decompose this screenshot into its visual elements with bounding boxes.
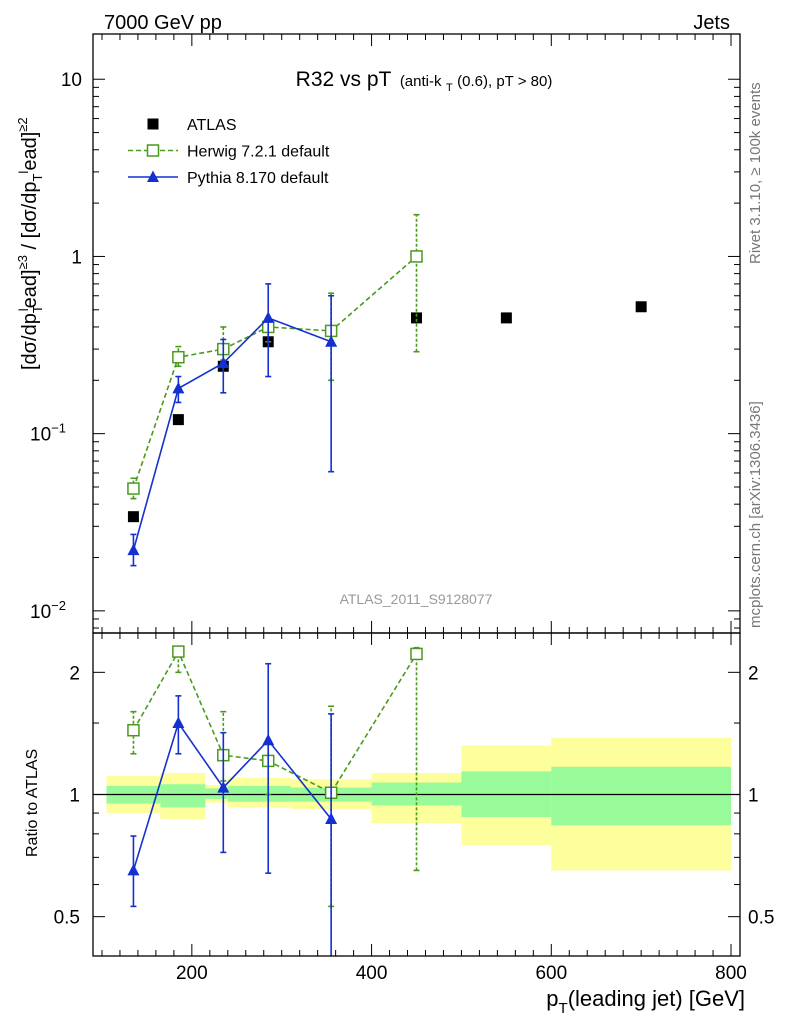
main-panel-marks xyxy=(127,213,647,567)
legend-label: ATLAS xyxy=(187,117,237,134)
legend-marker xyxy=(147,118,159,130)
ratio-herwig-point xyxy=(410,647,423,661)
ratio-pythia-point xyxy=(217,781,230,793)
main-pythia-point xyxy=(325,335,338,347)
main-y-tick-label: 1 xyxy=(71,247,82,268)
main-pythia-line xyxy=(132,316,332,551)
main-pythia-point xyxy=(217,356,230,369)
ratio-herwig-point xyxy=(127,723,140,737)
process-label: Jets xyxy=(693,12,730,34)
ratio-y-tick-label: 0.5 xyxy=(54,908,80,929)
main-atlas-point xyxy=(635,301,647,313)
main-atlas-point xyxy=(172,414,184,426)
main-y-tick-label: 10 xyxy=(61,70,82,91)
main-panel-axes: 10−2 10−1 1 10 xyxy=(30,34,740,633)
ratio-pythia-point xyxy=(172,716,185,729)
ratio-band-inner xyxy=(227,785,246,802)
main-pythia-point xyxy=(172,381,185,394)
ratio-panel-bands xyxy=(93,737,740,871)
legend-label: Herwig 7.2.1 default xyxy=(187,144,330,161)
legend-label: Pythia 8.170 default xyxy=(187,170,329,187)
ratio-y-tick-label: 0.5 xyxy=(748,908,774,929)
ratio-y-tick-label: 1 xyxy=(748,786,759,807)
ratio-herwig-point xyxy=(172,645,185,658)
legend-marker xyxy=(147,170,159,182)
main-y-tick-label: 10−1 xyxy=(30,421,66,446)
main-y-axis-label: [dσ/dpTlead]≥3 / [dσ/dpTlead]≥2 xyxy=(15,117,45,370)
x-tick-label: 600 xyxy=(535,963,567,984)
ratio-y-tick-label: 2 xyxy=(69,663,80,684)
x-axis-label: pT(leading jet) [GeV] xyxy=(546,986,745,1017)
x-tick-label: 800 xyxy=(715,963,747,984)
rivet-label: Rivet 3.1.10, ≥ 100k events xyxy=(747,82,764,264)
ratio-panel-marks xyxy=(127,645,423,956)
mcplots-label: mcplots.cern.ch [arXiv:1306.3436] xyxy=(747,401,764,628)
ratio-y-tick-label: 1 xyxy=(69,786,80,807)
ratio-y-axis-label: Ratio to ATLAS xyxy=(24,749,41,857)
main-atlas-point xyxy=(127,511,139,523)
main-pythia-point xyxy=(127,543,140,556)
main-atlas-point xyxy=(411,312,422,324)
ratio-pythia-point xyxy=(325,812,338,825)
legend: ATLAS Herwig 7.2.1 default Pythia 8.170 de… xyxy=(128,117,330,187)
main-herwig-line xyxy=(132,255,418,489)
x-tick-label: 200 xyxy=(176,963,208,984)
main-herwig-point xyxy=(127,482,140,495)
legend-marker xyxy=(146,144,160,157)
ratio-pythia-point xyxy=(127,863,140,876)
main-herwig-point xyxy=(172,350,185,364)
ratio-y-tick-label: 2 xyxy=(748,663,759,684)
main-herwig-point xyxy=(410,250,423,263)
ratio-band-inner xyxy=(205,788,228,799)
chart-title: R32 vs pT (anti-k T (0.6), pT > 80) xyxy=(296,68,553,95)
main-pythia-point xyxy=(262,311,275,323)
ratio-pythia-point xyxy=(262,733,275,746)
main-y-tick-label: 10−2 xyxy=(30,598,66,623)
ratio-band-inner xyxy=(160,784,206,808)
analysis-watermark: ATLAS_2011_S9128077 xyxy=(340,591,493,607)
ratio-panel-axes: 0.5 0.5 1 1 2 2 200 400 600 800 xyxy=(54,633,774,984)
main-atlas-point xyxy=(500,312,512,324)
x-tick-label: 400 xyxy=(356,963,388,984)
collision-label: 7000 GeV pp xyxy=(104,12,222,34)
ratio-herwig-line xyxy=(132,649,418,794)
ratio-band-inner xyxy=(551,766,732,826)
